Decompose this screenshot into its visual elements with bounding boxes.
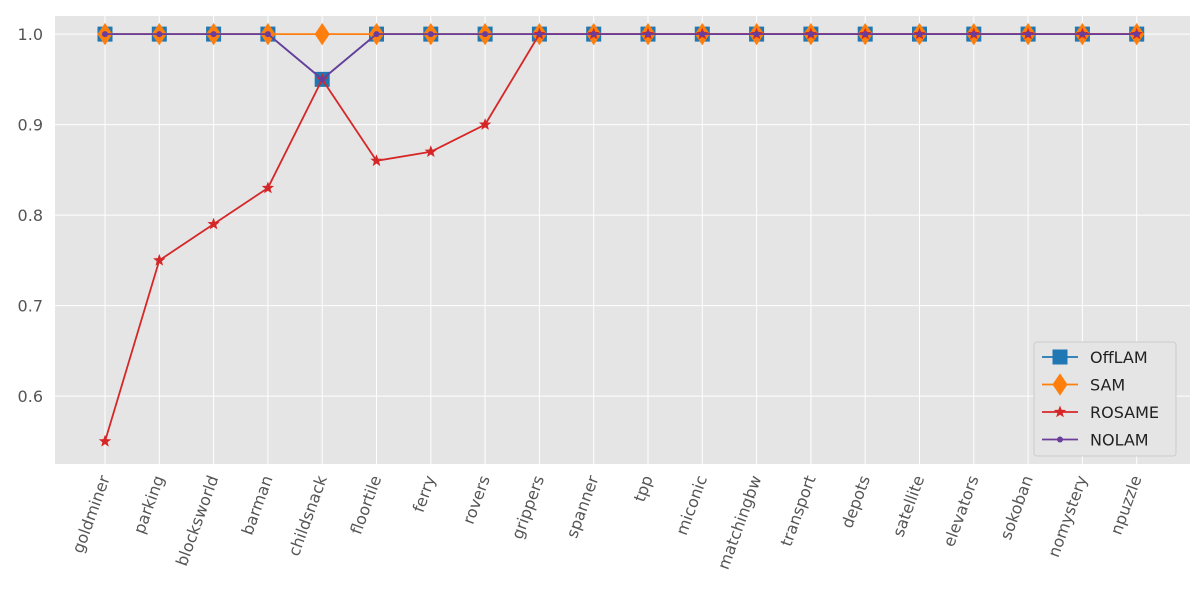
x-tick-label: childsnack <box>284 472 331 558</box>
y-tick-label: 1.0 <box>18 25 43 44</box>
data-point-nolam <box>536 31 543 38</box>
series-group <box>97 22 1145 447</box>
x-axis: goldminer parking blocksworld barman childsn… <box>68 472 1145 572</box>
data-point-nolam <box>1133 31 1140 38</box>
legend-label: OffLAM <box>1090 348 1148 367</box>
data-point-rosame <box>98 434 112 447</box>
x-tick-label: miconic <box>672 473 711 538</box>
data-point-rosame <box>207 217 220 230</box>
legend-marker <box>1057 436 1063 443</box>
x-tick-label: tpp <box>630 473 657 504</box>
x-tick-label: satellite <box>889 473 929 539</box>
grid-lines <box>55 16 1190 464</box>
x-tick-label: floortile <box>346 473 385 537</box>
data-point-nolam <box>264 31 271 38</box>
legend-label: SAM <box>1090 376 1125 395</box>
data-point-nolam <box>156 31 163 38</box>
legend-box <box>1033 341 1177 457</box>
x-tick-label: matchingbw <box>714 473 766 572</box>
legend-marker <box>1053 405 1067 418</box>
data-point-nolam <box>373 31 380 38</box>
legend-label: ROSAME <box>1090 403 1159 422</box>
legend-marker <box>1052 373 1068 396</box>
data-point-rosame <box>370 154 383 167</box>
data-point-rosame <box>261 181 275 194</box>
data-point-rosame <box>153 253 166 266</box>
data-point-nolam <box>590 31 597 38</box>
data-point-nolam <box>482 31 489 38</box>
x-tick-label: sokoban <box>996 473 1037 542</box>
y-axis: 0.6 0.7 0.8 0.9 1.0 <box>18 25 43 406</box>
data-point-nolam <box>645 31 651 38</box>
data-point-rosame <box>424 145 437 158</box>
y-tick-label: 0.9 <box>18 116 43 135</box>
data-point-nolam <box>319 76 326 83</box>
plot-background <box>55 16 1190 464</box>
y-tick-label: 0.8 <box>18 206 43 225</box>
data-point-nolam <box>807 31 814 38</box>
x-tick-label: depots <box>837 473 874 531</box>
legend: OffLAM SAM ROSAME NOLAM <box>1033 341 1177 457</box>
x-tick-label: nomystery <box>1044 473 1091 560</box>
data-point-nolam <box>1025 31 1032 38</box>
data-point-nolam <box>210 31 217 38</box>
data-point-nolam <box>699 31 706 38</box>
x-tick-label: elevators <box>939 473 982 549</box>
data-point-sam <box>314 22 330 46</box>
y-tick-label: 0.7 <box>18 297 43 316</box>
data-point-nolam <box>916 31 923 38</box>
data-point-nolam <box>753 31 760 38</box>
x-tick-label: goldminer <box>68 472 114 555</box>
x-tick-label: transport <box>777 473 820 549</box>
x-tick-label: spanner <box>562 472 602 540</box>
x-tick-label: ferry <box>409 473 440 515</box>
data-point-rosame <box>478 118 492 130</box>
x-tick-label: blocksworld <box>172 473 222 569</box>
legend-marker <box>1052 349 1068 365</box>
series-line-nolam <box>105 33 1137 81</box>
legend-label: NOLAM <box>1090 431 1149 450</box>
x-tick-label: parking <box>129 473 168 536</box>
data-point-nolam <box>970 31 977 38</box>
x-tick-label: grippers <box>508 473 549 542</box>
x-tick-label: barman <box>238 473 277 538</box>
data-point-nolam <box>102 31 108 38</box>
y-tick-label: 0.6 <box>18 387 43 406</box>
data-point-nolam <box>427 31 434 38</box>
data-point-nolam <box>862 31 869 38</box>
x-tick-label: rovers <box>459 473 494 527</box>
data-point-nolam <box>1079 31 1086 38</box>
x-tick-label: npuzzle <box>1107 473 1146 537</box>
